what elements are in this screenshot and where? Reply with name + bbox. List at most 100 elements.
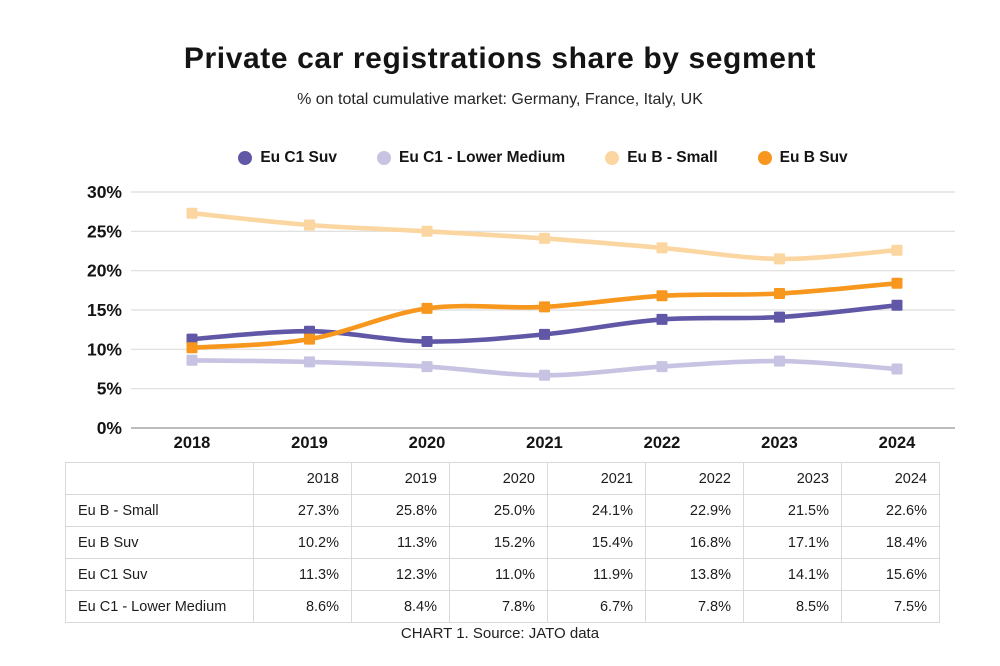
table-cell: 8.5% <box>743 590 842 623</box>
data-point-marker-eu-b-suv <box>421 302 433 314</box>
data-point-marker-eu-b-small <box>656 242 668 254</box>
legend-item-eu-c1-lower-medium: Eu C1 - Lower Medium <box>376 149 566 167</box>
legend-item-eu-b-suv: Eu B Suv <box>757 149 848 167</box>
row-label: Eu B - Small <box>65 494 254 527</box>
data-point-marker-eu-b-suv <box>774 288 785 299</box>
data-point-marker-eu-c1-suv <box>539 328 550 340</box>
data-point-marker-eu-b-suv <box>656 290 668 302</box>
table-header-cell: 2018 <box>253 462 352 495</box>
table-cell: 15.4% <box>547 526 646 559</box>
legend-label: Eu C1 - Lower Medium <box>398 149 566 166</box>
page-subtitle: % on total cumulative market: Germany, F… <box>297 91 703 108</box>
row-label: Eu C1 - Lower Medium <box>65 590 254 623</box>
x-axis-label: 2019 <box>291 434 328 452</box>
page-title: Private car registrations share by segme… <box>183 42 817 75</box>
data-point-marker-eu-c1-lower-medium <box>304 356 315 368</box>
table-cell: 6.7% <box>547 590 646 623</box>
line-chart: 0% 5% 10% 15% 20% 25% 30% 2018 2019 2020 2021 2022 2… <box>87 182 955 452</box>
table-cell: 11.9% <box>547 558 646 591</box>
table-cell: 15.2% <box>449 526 548 559</box>
data-point-marker-eu-b-small <box>774 253 785 265</box>
table-header-cell: 2020 <box>449 462 548 495</box>
data-point-marker-eu-c1-suv <box>421 336 433 347</box>
table-cell: 17.1% <box>743 526 842 559</box>
table-cell: 7.5% <box>841 590 940 623</box>
table-cell: 11.3% <box>351 526 450 559</box>
table-row: Eu B Suv 10.2% 11.3% 15.2% 15.4% 16.8% 17.1% 18… <box>65 526 940 559</box>
table-cell: 21.5% <box>743 494 842 527</box>
table-cell: 16.8% <box>645 526 744 559</box>
table-cell: 27.3% <box>253 494 352 527</box>
x-axis-label: 2020 <box>409 434 446 452</box>
legend-label: Eu B - Small <box>627 149 718 166</box>
chart-caption: CHART 1. Source: JATO data <box>400 625 600 642</box>
data-point-marker-eu-c1-lower-medium <box>186 354 198 366</box>
table-cell: 11.0% <box>449 558 548 591</box>
table-row: Eu B - Small 27.3% 25.8% 25.0% 24.1% 22.9% 21.… <box>65 494 940 527</box>
data-point-marker-eu-c1-lower-medium <box>656 361 668 373</box>
table-cell: 7.8% <box>449 590 548 623</box>
legend-dot-icon <box>757 151 772 165</box>
legend-dot-icon <box>238 151 253 165</box>
legend-dot-icon <box>376 151 391 165</box>
data-point-marker-eu-b-small <box>186 207 198 219</box>
row-label: Eu C1 Suv <box>65 558 254 591</box>
data-point-marker-eu-c1-suv <box>891 299 903 311</box>
table-cell: 10.2% <box>253 526 352 559</box>
table-header-cell: 2021 <box>547 462 646 495</box>
table-header-row: 2018 2019 2020 2021 2022 2023 2024 <box>65 462 940 495</box>
table-cell: 25.8% <box>351 494 450 527</box>
table-cell: 22.6% <box>841 494 940 527</box>
data-table: 2018 2019 2020 2021 2022 2023 2024 Eu B - Small… <box>65 462 940 623</box>
y-axis-label: 10% <box>87 339 122 359</box>
data-point-marker-eu-c1-suv <box>774 311 785 323</box>
table-cell: 18.4% <box>841 526 940 559</box>
table-row: Eu C1 Suv 11.3% 12.3% 11.0% 11.9% 13.8% 14.1% 1… <box>65 558 940 591</box>
data-point-marker-eu-c1-suv <box>186 333 198 345</box>
data-point-marker-eu-b-suv <box>891 277 903 289</box>
x-axis-label: 2024 <box>879 434 917 452</box>
data-point-marker-eu-c1-lower-medium <box>891 363 903 375</box>
table-cell: 13.8% <box>645 558 744 591</box>
table-header-cell: 2024 <box>841 462 940 495</box>
data-point-marker-eu-b-suv <box>539 301 550 313</box>
legend-label: Eu B Suv <box>779 149 848 166</box>
data-point-marker-eu-c1-lower-medium <box>421 361 433 373</box>
data-point-marker-eu-c1-suv <box>656 313 668 325</box>
table-cell: 7.8% <box>645 590 744 623</box>
table-cell: 8.6% <box>253 590 352 623</box>
data-point-marker-eu-b-suv <box>304 333 315 345</box>
row-label: Eu B Suv <box>65 526 254 559</box>
data-point-marker-eu-b-small <box>421 225 433 237</box>
table-cell: 8.4% <box>351 590 450 623</box>
x-axis-label: 2022 <box>644 434 681 452</box>
x-axis-label: 2018 <box>174 434 211 452</box>
legend-label: Eu C1 Suv <box>260 149 337 166</box>
data-point-marker-eu-c1-lower-medium <box>539 369 550 381</box>
table-cell: 22.9% <box>645 494 744 527</box>
table-cell: 14.1% <box>743 558 842 591</box>
y-axis-label: 15% <box>87 300 122 320</box>
table-cell: 24.1% <box>547 494 646 527</box>
table-header-cell: 2019 <box>351 462 450 495</box>
x-axis-label: 2021 <box>526 434 563 452</box>
table-header-cell <box>65 462 254 495</box>
legend-dot-icon <box>605 151 620 165</box>
data-point-marker-eu-b-suv <box>186 342 198 354</box>
data-point-marker-eu-b-small <box>891 244 903 256</box>
legend-item-eu-c1-suv: Eu C1 Suv <box>238 149 337 167</box>
x-axis-label: 2023 <box>761 434 798 452</box>
y-axis-label: 25% <box>87 221 122 241</box>
table-cell: 25.0% <box>449 494 548 527</box>
table-header-cell: 2023 <box>743 462 842 495</box>
y-axis-label: 20% <box>87 261 122 281</box>
y-axis-label: 0% <box>97 418 123 438</box>
data-point-marker-eu-b-small <box>539 232 550 244</box>
data-point-marker-eu-c1-lower-medium <box>774 355 785 367</box>
legend-item-eu-b-small: Eu B - Small <box>605 149 718 167</box>
table-cell: 12.3% <box>351 558 450 591</box>
chart-legend: Eu C1 Suv Eu C1 - Lower Medium Eu B - Smal… <box>131 149 955 167</box>
table-row: Eu C1 - Lower Medium 8.6% 8.4% 7.8% 6.7% 7.8%… <box>65 590 940 623</box>
y-axis-label: 5% <box>97 379 123 399</box>
table-cell: 11.3% <box>253 558 352 591</box>
